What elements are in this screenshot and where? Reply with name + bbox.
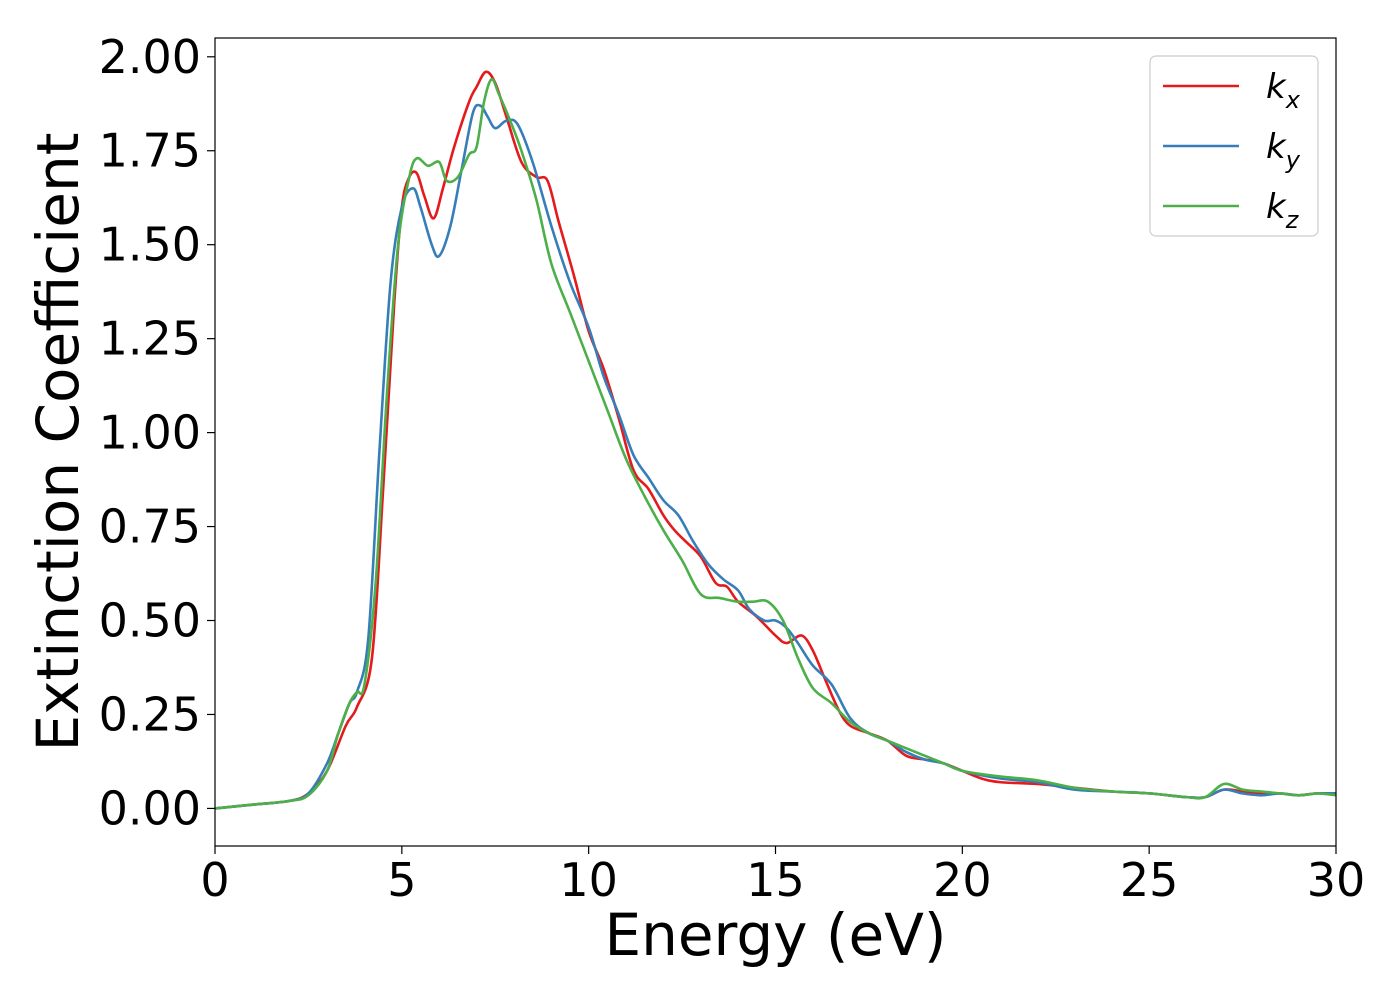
series-line-z xyxy=(215,78,1336,810)
plot-area xyxy=(215,70,1336,810)
series-line-y xyxy=(215,103,1336,810)
legend-label-main: k xyxy=(1266,67,1287,107)
legend-label-subscript: z xyxy=(1285,206,1300,234)
legend-label-z: kz xyxy=(1266,187,1300,234)
x-axis-title: Energy (eV) xyxy=(604,901,946,969)
legend-label-subscript: y xyxy=(1285,146,1301,174)
x-tick-label: 5 xyxy=(387,853,416,907)
x-tick-label: 10 xyxy=(559,853,618,907)
y-tick-label: 0.00 xyxy=(99,781,201,835)
y-tick-label: 0.25 xyxy=(99,687,201,741)
y-tick-label: 1.25 xyxy=(99,312,201,366)
x-tick-label: 15 xyxy=(746,853,805,907)
x-axis-ticks: 0 5 10 15 20 25 30 xyxy=(200,846,1365,907)
y-tick-label: 1.50 xyxy=(99,218,201,272)
y-tick-label: 1.75 xyxy=(99,124,201,178)
y-tick-label: 1.00 xyxy=(99,406,201,460)
y-axis-title: Extinction Coefficient xyxy=(24,133,92,752)
legend-label-x: kx xyxy=(1266,67,1301,114)
legend-label-main: k xyxy=(1266,187,1287,227)
x-tick-label: 0 xyxy=(200,853,229,907)
legend-label-main: k xyxy=(1266,127,1287,167)
axes-frame xyxy=(214,37,1337,847)
legend-label-y: ky xyxy=(1266,127,1301,174)
y-tick-label: 2.00 xyxy=(99,30,201,84)
x-tick-label: 30 xyxy=(1307,853,1366,907)
y-tick-label: 0.50 xyxy=(99,594,201,648)
legend-label-subscript: x xyxy=(1285,86,1301,114)
x-tick-label: 20 xyxy=(933,853,992,907)
x-tick-label: 25 xyxy=(1120,853,1179,907)
y-tick-label: 0.75 xyxy=(99,500,201,554)
y-axis-ticks: 0.00 0.25 0.50 0.75 1.00 1.25 1.50 1.75 2.00 xyxy=(99,30,215,835)
